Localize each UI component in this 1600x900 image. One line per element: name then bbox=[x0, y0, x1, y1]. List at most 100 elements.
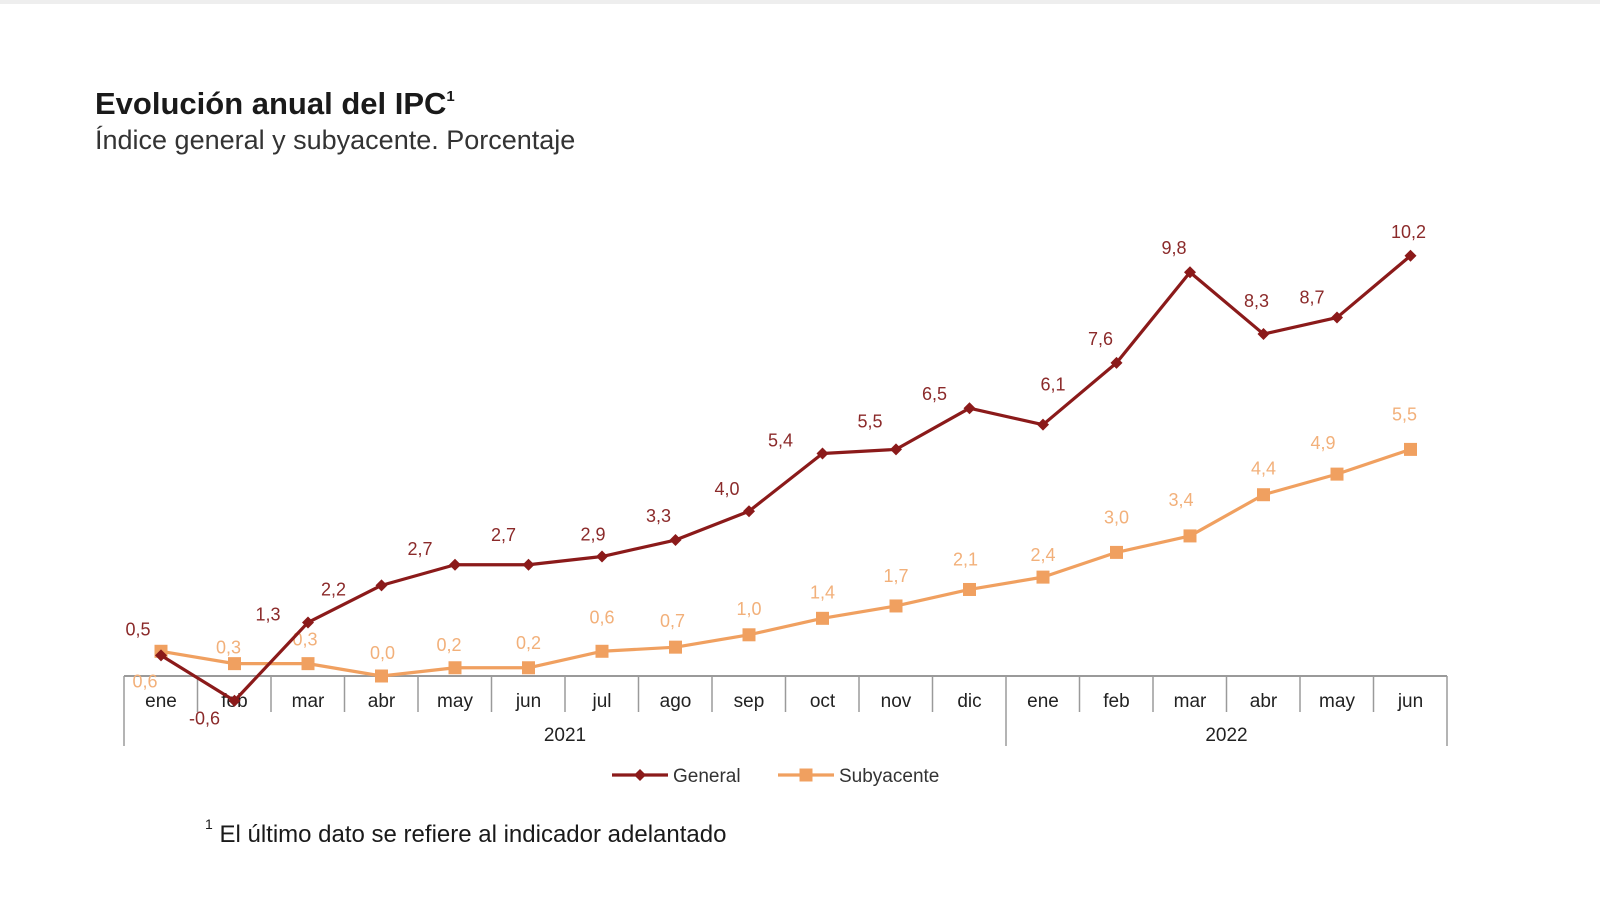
data-point bbox=[743, 505, 755, 518]
data-label: 4,4 bbox=[1251, 459, 1276, 479]
data-point bbox=[375, 669, 388, 683]
data-label: 2,7 bbox=[491, 525, 516, 545]
data-label: 6,5 bbox=[922, 384, 947, 404]
chart-subtitle: Índice general y subyacente. Porcentaje bbox=[95, 125, 576, 155]
data-label: 2,4 bbox=[1030, 545, 1055, 565]
data-label: 8,7 bbox=[1299, 288, 1324, 308]
data-label: 0,7 bbox=[660, 611, 685, 631]
x-tick-label: jun bbox=[515, 691, 541, 712]
data-label: 0,2 bbox=[436, 635, 461, 655]
data-point bbox=[1257, 488, 1270, 502]
data-point bbox=[1037, 418, 1049, 431]
data-label: 0,3 bbox=[216, 638, 241, 658]
chart-title-text: Evolución anual del IPC bbox=[95, 86, 447, 121]
series-subyacente: 0,6 0,3 0,3 0,0 0,2 0,2 0,6 0,7 1,0 1,4 1,7 2,1 2,4 3… bbox=[132, 404, 1417, 691]
data-label: 1,3 bbox=[255, 604, 280, 624]
data-point bbox=[963, 582, 976, 596]
x-tick-label: sep bbox=[734, 691, 765, 712]
data-point bbox=[889, 599, 903, 613]
x-tick-label: abr bbox=[368, 691, 396, 712]
data-point bbox=[155, 649, 167, 662]
data-label: 2,9 bbox=[580, 525, 605, 545]
legend-marker-general bbox=[634, 769, 646, 781]
data-point bbox=[963, 402, 976, 415]
data-point bbox=[301, 657, 315, 671]
data-label: 7,6 bbox=[1088, 329, 1113, 349]
data-label: 4,9 bbox=[1310, 433, 1335, 453]
x-tick-label: dic bbox=[957, 691, 981, 712]
data-label: 6,1 bbox=[1040, 375, 1065, 395]
data-point bbox=[1330, 467, 1344, 481]
data-label: 0,5 bbox=[125, 619, 150, 639]
data-label: 5,4 bbox=[768, 431, 793, 451]
data-label: 1,7 bbox=[883, 566, 908, 586]
data-label: 3,4 bbox=[1168, 490, 1193, 510]
x-tick-label: jun bbox=[1397, 691, 1423, 712]
footnote-text: El último dato se refiere al indicador a… bbox=[219, 821, 727, 848]
data-point bbox=[1331, 311, 1343, 324]
title-footnote-marker: 1 bbox=[446, 87, 455, 105]
data-point bbox=[448, 661, 462, 675]
x-tick-label: mar bbox=[292, 691, 325, 712]
data-label: 0,3 bbox=[292, 630, 317, 650]
data-point bbox=[1183, 529, 1197, 543]
data-label: 3,0 bbox=[1104, 507, 1129, 527]
data-label: 1,4 bbox=[810, 582, 835, 602]
x-tick-label: may bbox=[1319, 691, 1355, 712]
data-label: 9,8 bbox=[1161, 238, 1186, 258]
legend-label-general: General bbox=[673, 766, 741, 787]
data-label: 0,2 bbox=[516, 633, 541, 653]
series-line bbox=[160, 254, 1412, 703]
x-tick-label: mar bbox=[1174, 691, 1207, 712]
chart-legend: General Subyacente bbox=[612, 766, 939, 787]
x-tick-label: may bbox=[437, 691, 473, 712]
chart-title: Evolución anual del IPC1 bbox=[95, 86, 455, 122]
x-tick-label: feb bbox=[1103, 691, 1129, 712]
data-label: 0,6 bbox=[589, 607, 614, 627]
data-label: 10,2 bbox=[1391, 222, 1426, 242]
data-point bbox=[1036, 570, 1050, 584]
data-point bbox=[890, 443, 902, 456]
x-tick-label: oct bbox=[810, 691, 836, 712]
x-group-label: 2022 bbox=[1205, 725, 1247, 746]
data-point bbox=[522, 558, 535, 571]
x-axis: enefebmarabrmayjunjulagosepoctnovdicenef… bbox=[123, 675, 1448, 746]
data-label: 2,1 bbox=[953, 549, 978, 569]
legend-marker-subyacente bbox=[799, 768, 813, 782]
data-label: 3,3 bbox=[646, 506, 671, 526]
x-tick-label: abr bbox=[1250, 691, 1278, 712]
x-tick-label: ene bbox=[145, 691, 177, 712]
footnote-marker: 1 bbox=[205, 816, 213, 832]
data-label: 8,3 bbox=[1244, 291, 1269, 311]
data-point bbox=[228, 694, 241, 707]
data-label: 2,7 bbox=[407, 539, 432, 559]
data-point bbox=[596, 550, 608, 563]
data-label: -0,6 bbox=[189, 709, 220, 729]
x-group-label: 2021 bbox=[544, 725, 586, 746]
data-point bbox=[1257, 328, 1270, 341]
data-point bbox=[375, 579, 388, 592]
data-point bbox=[1110, 545, 1123, 559]
data-point bbox=[1404, 249, 1417, 262]
x-tick-label: ago bbox=[660, 691, 692, 712]
data-point bbox=[1404, 442, 1417, 456]
x-tick-label: ene bbox=[1027, 691, 1059, 712]
series-line bbox=[160, 447, 1412, 678]
data-point bbox=[669, 534, 682, 547]
x-tick-label: jul bbox=[591, 691, 611, 712]
series-general: 0,5 -0,6 1,3 2,2 2,7 2,7 2,9 3,3 4,0 5,4 5,5 6,5 6,1… bbox=[125, 222, 1426, 729]
data-label: 5,5 bbox=[1392, 404, 1417, 424]
data-point bbox=[522, 661, 535, 675]
data-label: 5,5 bbox=[857, 411, 882, 431]
data-point bbox=[1110, 356, 1123, 369]
footnote: 1 El último dato se refiere al indicador… bbox=[205, 816, 727, 849]
data-point bbox=[1184, 266, 1196, 279]
data-label: 0,0 bbox=[370, 643, 395, 663]
data-point bbox=[816, 611, 829, 625]
data-point bbox=[816, 447, 829, 460]
data-label: 2,2 bbox=[321, 579, 346, 599]
data-label: 0,6 bbox=[132, 671, 157, 691]
x-tick-label: nov bbox=[881, 691, 912, 712]
top-band bbox=[0, 0, 1600, 4]
